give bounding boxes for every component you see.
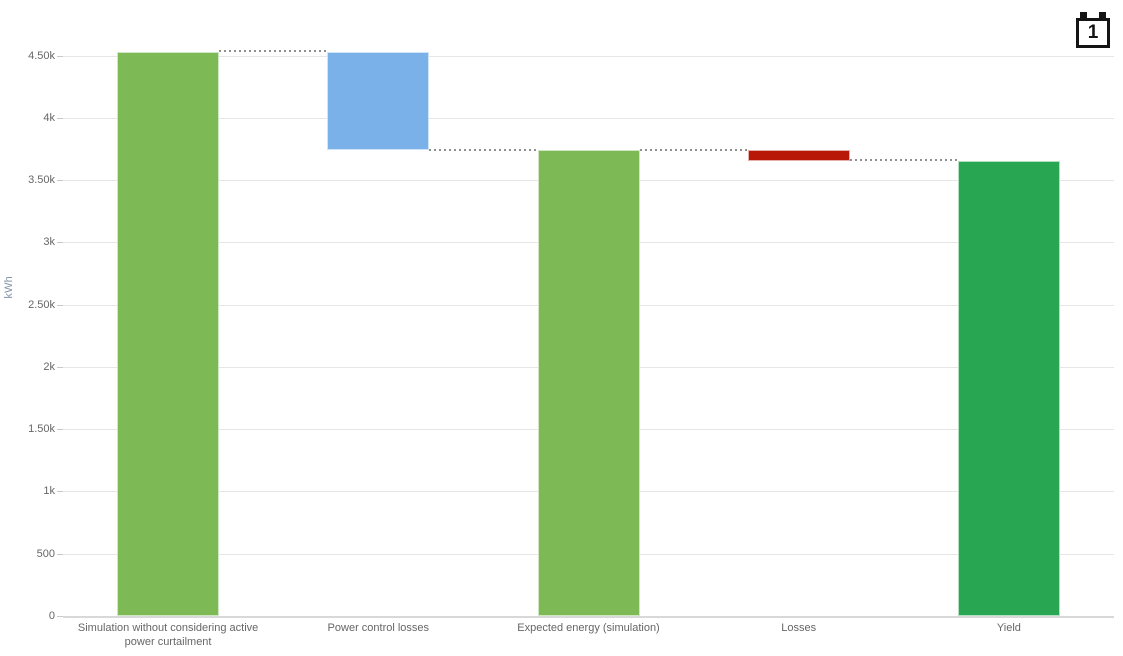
y-axis-tick (57, 553, 63, 555)
y-axis-tick (57, 180, 63, 182)
waterfall-bar-2[interactable] (327, 51, 430, 151)
y-axis-tick (57, 491, 63, 493)
y-axis-tick (57, 429, 63, 431)
x-axis-category-label: Losses (781, 622, 817, 634)
y-axis-tick-label: 4.50k (28, 49, 55, 62)
gridline (63, 55, 1114, 57)
y-axis-tick-label: 4k (43, 111, 55, 124)
calendar-button[interactable]: 1 (1076, 12, 1110, 48)
calendar-icon: 1 (1076, 18, 1110, 48)
y-axis-tick-label: 2.50k (28, 298, 55, 311)
y-axis-tick-label: 1k (43, 485, 55, 498)
y-axis-tick-label: 0 (48, 610, 55, 622)
y-axis-tick-label: 2k (43, 360, 55, 373)
y-axis-tick (57, 55, 63, 57)
waterfall-bar-3[interactable] (537, 150, 640, 616)
waterfall-connector (219, 50, 328, 53)
waterfall-bar-1[interactable] (117, 51, 220, 616)
y-axis-tick (57, 117, 63, 119)
y-axis-tick (57, 616, 63, 617)
x-axis-category-label: Power control losses (327, 622, 430, 634)
waterfall-bar-4[interactable] (747, 150, 850, 161)
waterfall-connector (429, 148, 538, 151)
y-axis-tick-label: 1.50k (28, 423, 55, 436)
y-axis-title: kWh (3, 276, 15, 299)
y-axis-tick (57, 304, 63, 306)
calendar-badge: 1 (1087, 22, 1099, 43)
x-axis-category-label: Expected energy (simulation) (517, 622, 660, 634)
x-axis-line (63, 616, 1114, 618)
y-axis-tick-label: 3k (43, 236, 55, 249)
y-axis-tick (57, 242, 63, 244)
waterfall-bar-5[interactable] (957, 160, 1060, 616)
waterfall-connector (849, 159, 958, 162)
waterfall-connector (639, 148, 748, 151)
x-axis-category-label: Simulation without considering active po… (77, 622, 259, 648)
x-axis-category-label: Yield (996, 622, 1021, 634)
y-axis-tick-label: 500 (36, 547, 55, 560)
y-axis-tick-label: 3.50k (28, 174, 55, 187)
y-axis-tick (57, 366, 63, 368)
gridline (63, 117, 1114, 119)
